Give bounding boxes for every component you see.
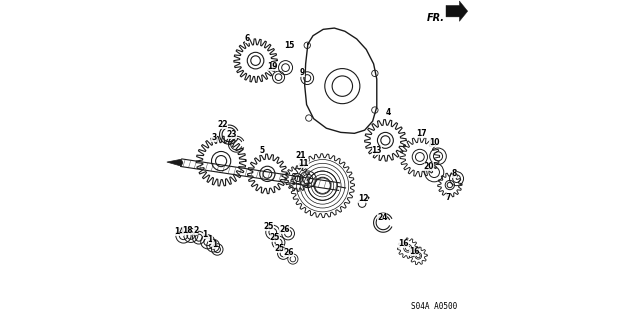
- Text: 26: 26: [279, 225, 289, 234]
- Text: 24: 24: [377, 213, 387, 222]
- Text: 22: 22: [218, 120, 228, 129]
- Text: 26: 26: [284, 248, 294, 256]
- Text: 17: 17: [416, 130, 427, 138]
- Polygon shape: [446, 1, 468, 21]
- Text: 23: 23: [226, 130, 237, 139]
- Text: 10: 10: [429, 138, 440, 147]
- Circle shape: [358, 200, 366, 207]
- Text: S04A A0500: S04A A0500: [411, 302, 458, 311]
- Polygon shape: [167, 159, 183, 166]
- Text: 8: 8: [452, 169, 458, 178]
- Text: 5: 5: [259, 146, 264, 155]
- Text: 14: 14: [173, 227, 184, 236]
- Text: 16: 16: [409, 247, 419, 256]
- Text: 25: 25: [269, 233, 280, 242]
- Text: 20: 20: [424, 162, 435, 171]
- Text: 18: 18: [182, 226, 192, 235]
- Text: 11: 11: [298, 159, 308, 168]
- Text: 25: 25: [274, 244, 284, 253]
- Text: 13: 13: [372, 146, 382, 155]
- Text: 9: 9: [300, 68, 305, 77]
- Text: 21: 21: [296, 151, 306, 160]
- Text: 15: 15: [285, 41, 295, 50]
- Text: 4: 4: [386, 108, 391, 117]
- Text: 19: 19: [268, 63, 278, 71]
- Text: 16: 16: [398, 239, 409, 248]
- Text: FR.: FR.: [427, 12, 445, 23]
- Text: 25: 25: [263, 222, 273, 231]
- Text: 1: 1: [212, 241, 218, 249]
- Text: 1: 1: [202, 230, 208, 239]
- Text: 1: 1: [207, 235, 213, 244]
- Text: 3: 3: [211, 133, 217, 142]
- Text: 12: 12: [358, 194, 368, 203]
- Text: 2: 2: [193, 226, 198, 235]
- Text: 6: 6: [244, 34, 250, 43]
- Text: 7: 7: [445, 193, 451, 202]
